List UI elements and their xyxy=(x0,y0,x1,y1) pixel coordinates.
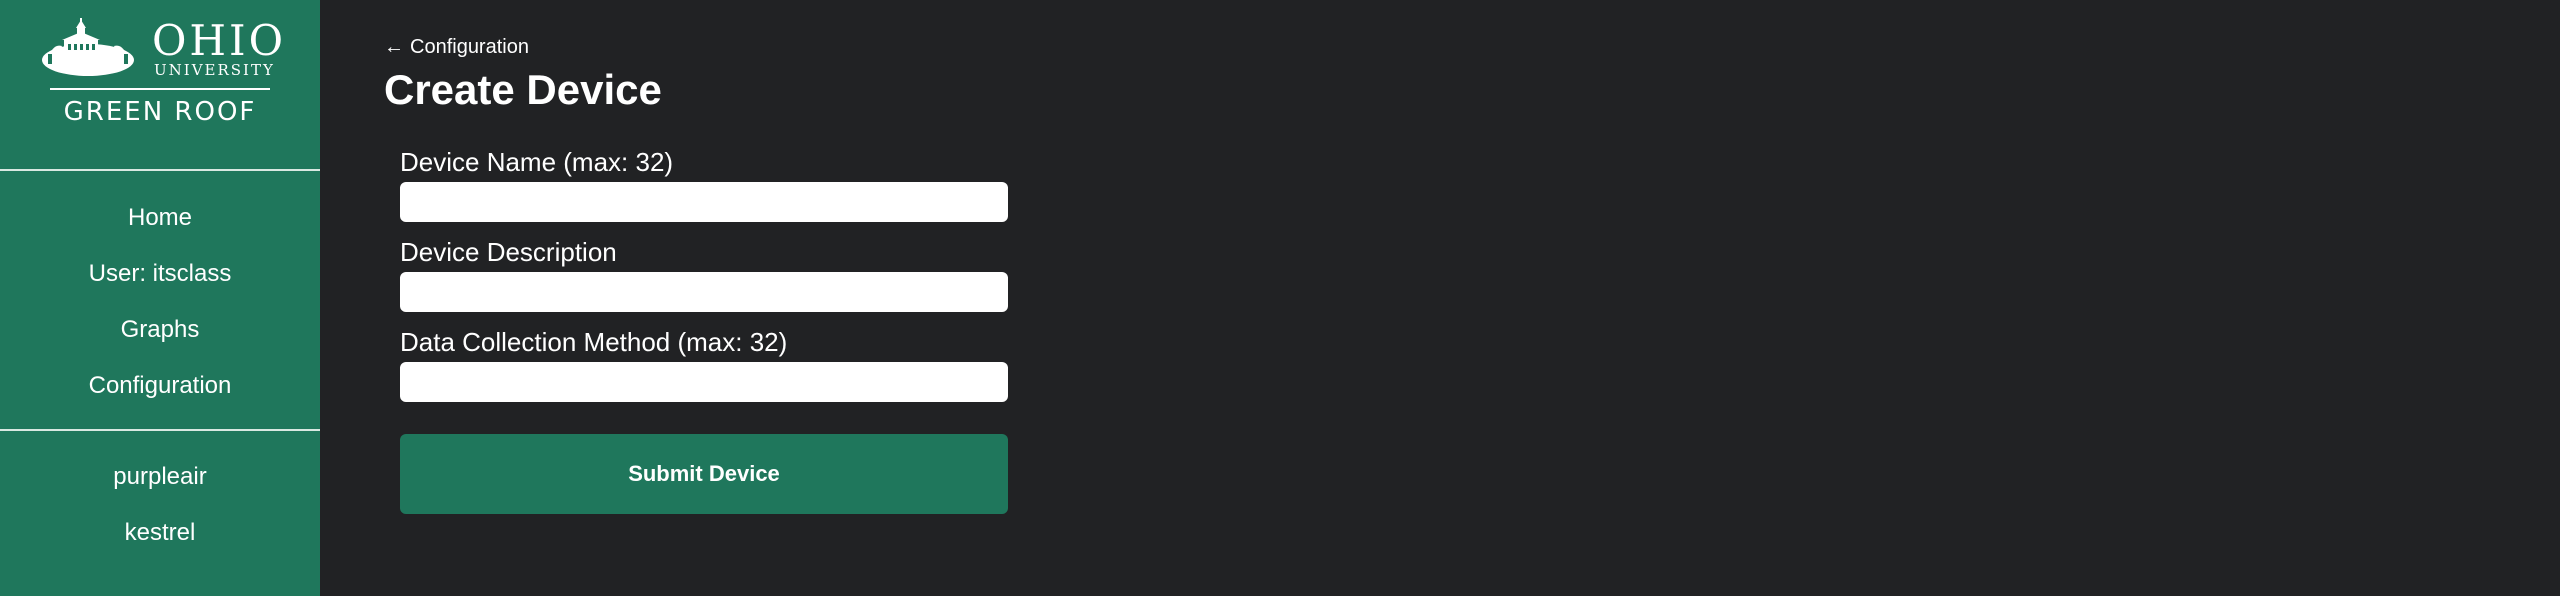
sidebar: OHIO UNIVERSITY GREEN ROOF Home User: it… xyxy=(0,0,320,596)
ohio-university-green-roof-logo[interactable]: OHIO UNIVERSITY GREEN ROOF xyxy=(0,0,320,168)
sidebar-item-user[interactable]: User: itsclass xyxy=(88,260,232,287)
sidebar-item-graphs[interactable]: Graphs xyxy=(120,316,200,343)
logo-green-roof-wordmark: GREEN ROOF xyxy=(63,97,257,127)
back-link-label: Configuration xyxy=(410,36,529,58)
sidebar-device-purpleair[interactable]: purpleair xyxy=(113,463,207,490)
sidebar-item-home[interactable]: Home xyxy=(127,204,193,231)
device-name-label: Device Name (max: 32) xyxy=(400,147,674,177)
sidebar-divider-devices xyxy=(0,429,320,431)
device-name-input[interactable] xyxy=(400,182,1008,222)
back-to-configuration-link[interactable]: ← Configuration xyxy=(384,34,529,60)
sidebar-divider-top xyxy=(0,169,320,171)
arrow-left-icon: ← xyxy=(384,36,404,58)
logo-university-wordmark: UNIVERSITY xyxy=(154,61,275,79)
device-description-label: Device Description xyxy=(400,237,617,267)
page-title: Create Device xyxy=(384,66,662,113)
data-collection-method-label: Data Collection Method (max: 32) xyxy=(400,327,788,357)
sidebar-item-configuration[interactable]: Configuration xyxy=(88,372,232,399)
university-seal-icon xyxy=(42,18,134,76)
main-content: ← Configuration Create Device Device Name… xyxy=(320,0,2560,596)
device-description-input[interactable] xyxy=(400,272,1008,312)
submit-device-button[interactable]: Submit Device xyxy=(400,434,1008,514)
data-collection-method-input[interactable] xyxy=(400,362,1008,402)
sidebar-device-kestrel[interactable]: kestrel xyxy=(124,519,196,546)
logo-ohio-wordmark: OHIO xyxy=(152,16,287,65)
logo-rule xyxy=(50,88,270,90)
